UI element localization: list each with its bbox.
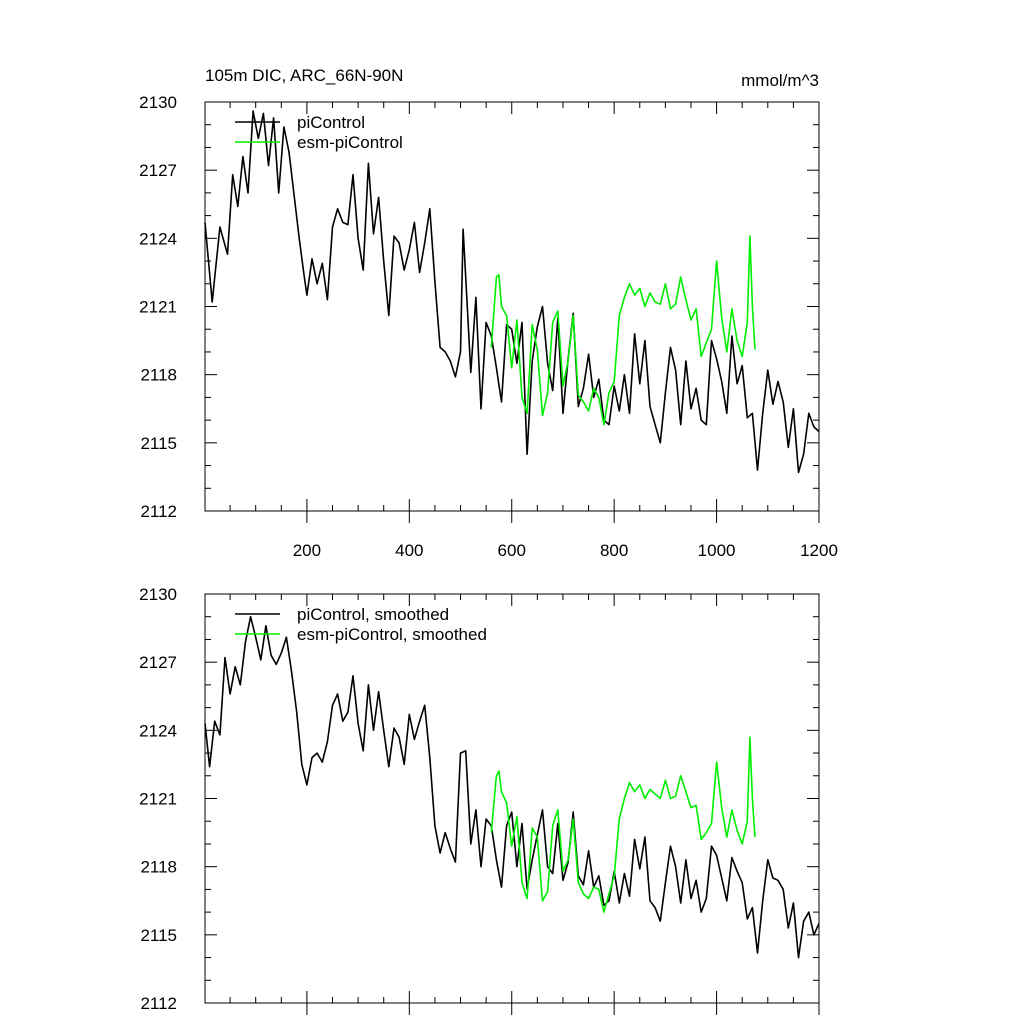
plot-frame [204,101,820,512]
series-line-picontrol [204,110,820,474]
y-tick-label: 2124 [139,229,177,248]
series-line-esm-picontrol [490,235,756,426]
y-tick-label: 2112 [140,502,177,521]
y-tick-label: 2115 [140,434,177,453]
series-line-picontrol [204,615,820,959]
legend-label: piControl, smoothed [297,605,449,624]
y-tick-label: 2130 [139,93,177,112]
y-tick-label: 2118 [140,366,177,385]
y-tick-label: 2115 [140,926,177,945]
y-tick-label: 2112 [140,994,177,1013]
legend-label: piControl [297,113,365,132]
x-tick-label: 400 [395,541,423,560]
x-tick-label: 1000 [698,541,736,560]
y-tick-label: 2118 [140,858,177,877]
x-tick-label: 200 [293,541,321,560]
y-tick-label: 2121 [139,790,177,809]
legend-label: esm-piControl, smoothed [297,625,487,644]
units-label: mmol/m^3 [741,71,819,90]
x-tick-label: 1200 [800,541,838,560]
x-tick-label: 800 [600,541,628,560]
y-tick-label: 2124 [139,721,177,740]
plot-frame [204,593,820,1004]
series-line-esm-picontrol [490,736,756,913]
legend-label: esm-piControl [297,133,403,152]
y-tick-label: 2127 [139,653,177,672]
y-tick-label: 2121 [139,298,177,317]
y-tick-label: 2127 [139,161,177,180]
chart-title: 105m DIC, ARC_66N-90N [205,66,403,85]
top-panel: 105m DIC, ARC_66N-90N mmol/m^3 2112 2115 2… [139,66,838,560]
y-tick-label: 2130 [139,585,177,604]
bottom-panel: 2112 2115 2118 2121 2124 2127 2130 piControl, s… [139,585,820,1015]
x-tick-label: 600 [498,541,526,560]
